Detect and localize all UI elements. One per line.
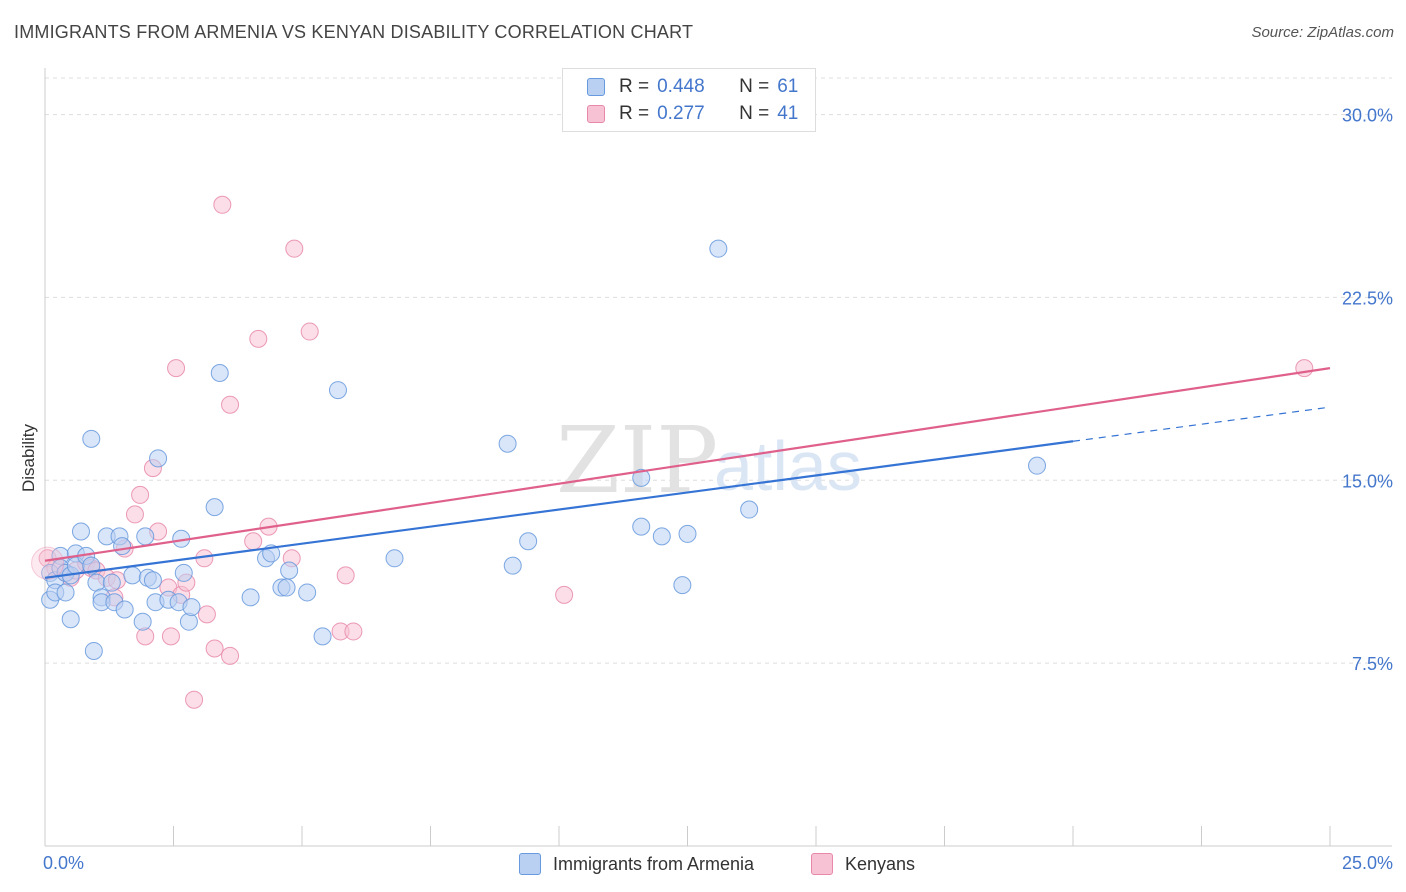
watermark-zip: ZIP xyxy=(556,407,718,514)
source-label: Source: ZipAtlas.com xyxy=(1251,24,1394,41)
y-tick-label: 30.0% xyxy=(1342,106,1393,126)
point-armenia xyxy=(61,610,80,629)
point-armenia xyxy=(673,576,692,595)
point-kenyans xyxy=(131,485,150,504)
y-axis-label: Disability xyxy=(19,423,38,492)
trend-line-kenyans xyxy=(44,367,1331,562)
y-tick-label: 15.0% xyxy=(1342,471,1393,491)
trend-line-armenia-extension xyxy=(1072,406,1331,442)
point-armenia xyxy=(179,612,198,631)
legend-correlation: R = 0.448 N = 61 R = 0.277 N = 41 xyxy=(562,68,816,132)
watermark: ZIP atlas xyxy=(556,407,862,514)
point-kenyans xyxy=(185,690,204,709)
point-armenia xyxy=(182,598,201,617)
point-armenia xyxy=(313,627,332,646)
chart-title: IMMIGRANTS FROM ARMENIA VS KENYAN DISABI… xyxy=(14,22,694,42)
point-kenyans xyxy=(221,646,240,665)
point-armenia xyxy=(115,600,134,619)
point-armenia xyxy=(71,522,90,541)
point-armenia xyxy=(1028,456,1047,475)
point-armenia xyxy=(136,527,155,546)
point-armenia xyxy=(174,563,193,582)
legend-label-armenia: Immigrants from Armenia xyxy=(553,853,755,874)
legend-item-kenyans: Kenyans xyxy=(811,852,915,876)
point-armenia xyxy=(298,583,317,602)
point-kenyans xyxy=(213,195,232,214)
point-kenyans xyxy=(221,395,240,414)
legend-r-label: R = xyxy=(619,76,650,97)
legend-n-value: 41 xyxy=(777,103,799,124)
legend-swatch-kenyans xyxy=(811,853,833,875)
point-armenia xyxy=(113,537,132,556)
legend-swatch-armenia xyxy=(519,853,541,875)
point-armenia xyxy=(632,517,651,536)
y-tick-label: 22.5% xyxy=(1342,288,1393,308)
point-armenia xyxy=(84,641,103,660)
point-armenia xyxy=(328,381,347,400)
point-armenia xyxy=(280,561,299,580)
point-armenia xyxy=(82,556,101,575)
legend-label-kenyans: Kenyans xyxy=(845,853,916,874)
axes-layer xyxy=(44,68,1392,847)
legend-r-label: R = xyxy=(619,103,650,124)
point-kenyans xyxy=(344,622,363,641)
legend-r-value: 0.448 xyxy=(657,76,705,97)
trend-layer xyxy=(44,367,1331,579)
point-armenia xyxy=(709,239,728,258)
x-tick-label: 0.0% xyxy=(43,853,84,873)
trend-line-armenia xyxy=(44,440,1074,579)
point-armenia xyxy=(503,556,522,575)
point-kenyans-cluster xyxy=(31,546,65,580)
point-armenia xyxy=(143,571,162,590)
legend-n-value: 61 xyxy=(777,76,799,97)
point-kenyans xyxy=(167,359,186,378)
watermark-atlas: atlas xyxy=(714,427,862,505)
point-armenia xyxy=(519,532,538,551)
point-kenyans xyxy=(136,627,155,646)
point-kenyans xyxy=(555,585,574,604)
point-armenia xyxy=(210,364,229,383)
point-kenyans xyxy=(205,639,224,658)
legend-row-kenyans: R = 0.277 N = 41 xyxy=(587,101,798,127)
point-kenyans xyxy=(161,627,180,646)
x-tick-label: 25.0% xyxy=(1342,853,1393,873)
legend-row-armenia: R = 0.448 N = 61 xyxy=(587,74,798,100)
point-armenia xyxy=(740,500,759,519)
grid-layer xyxy=(45,77,1392,664)
point-armenia xyxy=(102,573,121,592)
legend-n-label: N = xyxy=(739,76,770,97)
point-kenyans xyxy=(285,239,304,258)
point-armenia xyxy=(123,566,142,585)
point-kenyans xyxy=(125,505,144,524)
point-armenia xyxy=(652,527,671,546)
point-kenyans xyxy=(336,566,355,585)
point-armenia xyxy=(241,588,260,607)
legend-swatch-kenyans xyxy=(587,105,605,123)
point-armenia xyxy=(678,524,697,543)
point-kenyans xyxy=(249,329,268,348)
point-armenia xyxy=(82,429,101,448)
y-tick-label: 7.5% xyxy=(1352,654,1393,674)
point-kenyans xyxy=(1295,359,1314,378)
point-armenia xyxy=(277,578,296,597)
point-armenia xyxy=(205,498,224,517)
legend-item-armenia: Immigrants from Armenia xyxy=(519,852,754,876)
point-kenyans xyxy=(244,532,263,551)
point-armenia xyxy=(149,449,168,468)
point-kenyans xyxy=(197,605,216,624)
point-kenyans xyxy=(300,322,319,341)
point-armenia xyxy=(632,468,651,487)
point-armenia xyxy=(133,612,152,631)
point-armenia xyxy=(56,583,75,602)
legend-r-value: 0.277 xyxy=(657,103,705,124)
point-armenia xyxy=(498,434,517,453)
labels-layer: 7.5% 15.0% 22.5% 30.0% 0.0% 25.0% Disability xyxy=(19,106,1393,873)
point-armenia xyxy=(385,549,404,568)
legend-swatch-armenia xyxy=(587,78,605,96)
legend-n-label: N = xyxy=(739,103,770,124)
